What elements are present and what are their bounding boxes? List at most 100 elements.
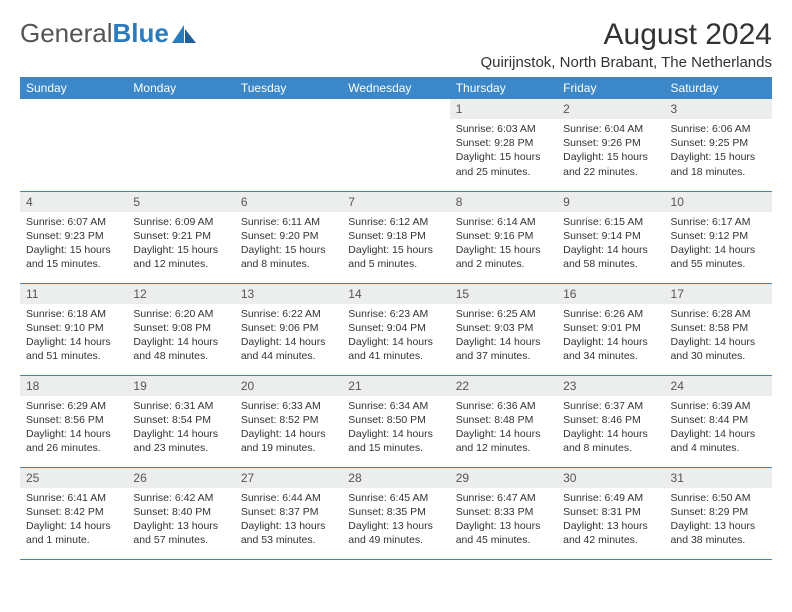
day-detail-line: Sunrise: 6:47 AM: [456, 491, 551, 505]
day-number: 21: [342, 376, 449, 396]
title-block: August 2024 Quirijnstok, North Brabant, …: [480, 18, 772, 71]
day-detail-line: Daylight: 15 hours and 12 minutes.: [133, 243, 228, 271]
brand-text: GeneralBlue: [20, 18, 169, 49]
day-header: Thursday: [450, 77, 557, 99]
day-detail-line: Sunrise: 6:45 AM: [348, 491, 443, 505]
day-details: Sunrise: 6:18 AMSunset: 9:10 PMDaylight:…: [20, 304, 127, 368]
calendar-cell: [20, 99, 127, 191]
day-header: Wednesday: [342, 77, 449, 99]
day-details: Sunrise: 6:37 AMSunset: 8:46 PMDaylight:…: [557, 396, 664, 460]
day-detail-line: Sunrise: 6:33 AM: [241, 399, 336, 413]
calendar-cell: 4Sunrise: 6:07 AMSunset: 9:23 PMDaylight…: [20, 191, 127, 283]
calendar-cell: 31Sunrise: 6:50 AMSunset: 8:29 PMDayligh…: [665, 467, 772, 559]
day-number: 17: [665, 284, 772, 304]
day-detail-line: Sunrise: 6:37 AM: [563, 399, 658, 413]
day-details: Sunrise: 6:33 AMSunset: 8:52 PMDaylight:…: [235, 396, 342, 460]
day-number: 12: [127, 284, 234, 304]
day-detail-line: Sunrise: 6:23 AM: [348, 307, 443, 321]
calendar-cell: 24Sunrise: 6:39 AMSunset: 8:44 PMDayligh…: [665, 375, 772, 467]
day-details: Sunrise: 6:49 AMSunset: 8:31 PMDaylight:…: [557, 488, 664, 552]
day-header: Tuesday: [235, 77, 342, 99]
day-detail-line: Sunrise: 6:14 AM: [456, 215, 551, 229]
day-detail-line: Sunrise: 6:15 AM: [563, 215, 658, 229]
day-detail-line: Daylight: 14 hours and 55 minutes.: [671, 243, 766, 271]
calendar-cell: 10Sunrise: 6:17 AMSunset: 9:12 PMDayligh…: [665, 191, 772, 283]
day-header: Friday: [557, 77, 664, 99]
calendar-cell: 25Sunrise: 6:41 AMSunset: 8:42 PMDayligh…: [20, 467, 127, 559]
day-detail-line: Daylight: 13 hours and 53 minutes.: [241, 519, 336, 547]
day-number: 8: [450, 192, 557, 212]
calendar-cell: [235, 99, 342, 191]
month-title: August 2024: [480, 18, 772, 52]
calendar-table: SundayMondayTuesdayWednesdayThursdayFrid…: [20, 77, 772, 560]
calendar-cell: 1Sunrise: 6:03 AMSunset: 9:28 PMDaylight…: [450, 99, 557, 191]
day-detail-line: Daylight: 14 hours and 37 minutes.: [456, 335, 551, 363]
day-detail-line: Sunset: 8:50 PM: [348, 413, 443, 427]
day-details: Sunrise: 6:36 AMSunset: 8:48 PMDaylight:…: [450, 396, 557, 460]
calendar-cell: 14Sunrise: 6:23 AMSunset: 9:04 PMDayligh…: [342, 283, 449, 375]
day-details: Sunrise: 6:17 AMSunset: 9:12 PMDaylight:…: [665, 212, 772, 276]
calendar-cell: 16Sunrise: 6:26 AMSunset: 9:01 PMDayligh…: [557, 283, 664, 375]
day-detail-line: Daylight: 14 hours and 58 minutes.: [563, 243, 658, 271]
day-details: Sunrise: 6:42 AMSunset: 8:40 PMDaylight:…: [127, 488, 234, 552]
day-number: 13: [235, 284, 342, 304]
day-detail-line: Daylight: 15 hours and 15 minutes.: [26, 243, 121, 271]
day-detail-line: Daylight: 14 hours and 8 minutes.: [563, 427, 658, 455]
calendar-cell: 28Sunrise: 6:45 AMSunset: 8:35 PMDayligh…: [342, 467, 449, 559]
day-detail-line: Sunset: 8:31 PM: [563, 505, 658, 519]
brand-logo: GeneralBlue: [20, 18, 197, 49]
day-details: Sunrise: 6:25 AMSunset: 9:03 PMDaylight:…: [450, 304, 557, 368]
day-detail-line: Daylight: 14 hours and 34 minutes.: [563, 335, 658, 363]
day-detail-line: Sunset: 8:48 PM: [456, 413, 551, 427]
day-number: 16: [557, 284, 664, 304]
day-number: 31: [665, 468, 772, 488]
day-detail-line: Sunrise: 6:06 AM: [671, 122, 766, 136]
day-detail-line: Sunset: 9:04 PM: [348, 321, 443, 335]
day-number: 3: [665, 99, 772, 119]
day-number: 20: [235, 376, 342, 396]
day-details: Sunrise: 6:31 AMSunset: 8:54 PMDaylight:…: [127, 396, 234, 460]
day-detail-line: Sunrise: 6:29 AM: [26, 399, 121, 413]
calendar-week: 11Sunrise: 6:18 AMSunset: 9:10 PMDayligh…: [20, 283, 772, 375]
day-detail-line: Sunset: 9:12 PM: [671, 229, 766, 243]
day-details: Sunrise: 6:09 AMSunset: 9:21 PMDaylight:…: [127, 212, 234, 276]
calendar-cell: 19Sunrise: 6:31 AMSunset: 8:54 PMDayligh…: [127, 375, 234, 467]
calendar-cell: 18Sunrise: 6:29 AMSunset: 8:56 PMDayligh…: [20, 375, 127, 467]
day-details: Sunrise: 6:23 AMSunset: 9:04 PMDaylight:…: [342, 304, 449, 368]
day-detail-line: Sunrise: 6:09 AM: [133, 215, 228, 229]
day-detail-line: Sunrise: 6:50 AM: [671, 491, 766, 505]
day-number: 9: [557, 192, 664, 212]
calendar-cell: 22Sunrise: 6:36 AMSunset: 8:48 PMDayligh…: [450, 375, 557, 467]
day-detail-line: Sunset: 8:37 PM: [241, 505, 336, 519]
day-header: Sunday: [20, 77, 127, 99]
day-details: Sunrise: 6:03 AMSunset: 9:28 PMDaylight:…: [450, 119, 557, 183]
day-detail-line: Sunset: 8:54 PM: [133, 413, 228, 427]
day-number: 19: [127, 376, 234, 396]
day-detail-line: Daylight: 15 hours and 18 minutes.: [671, 150, 766, 178]
calendar-cell: 13Sunrise: 6:22 AMSunset: 9:06 PMDayligh…: [235, 283, 342, 375]
day-details: Sunrise: 6:07 AMSunset: 9:23 PMDaylight:…: [20, 212, 127, 276]
day-detail-line: Sunset: 9:26 PM: [563, 136, 658, 150]
day-detail-line: Sunset: 9:21 PM: [133, 229, 228, 243]
day-details: Sunrise: 6:41 AMSunset: 8:42 PMDaylight:…: [20, 488, 127, 552]
calendar-cell: 26Sunrise: 6:42 AMSunset: 8:40 PMDayligh…: [127, 467, 234, 559]
day-number: 18: [20, 376, 127, 396]
calendar-cell: 5Sunrise: 6:09 AMSunset: 9:21 PMDaylight…: [127, 191, 234, 283]
day-detail-line: Daylight: 15 hours and 25 minutes.: [456, 150, 551, 178]
calendar-week: 1Sunrise: 6:03 AMSunset: 9:28 PMDaylight…: [20, 99, 772, 191]
day-details: Sunrise: 6:47 AMSunset: 8:33 PMDaylight:…: [450, 488, 557, 552]
day-number: 1: [450, 99, 557, 119]
location-text: Quirijnstok, North Brabant, The Netherla…: [480, 54, 772, 71]
calendar-cell: 20Sunrise: 6:33 AMSunset: 8:52 PMDayligh…: [235, 375, 342, 467]
day-detail-line: Daylight: 13 hours and 45 minutes.: [456, 519, 551, 547]
calendar-cell: [342, 99, 449, 191]
calendar-cell: 21Sunrise: 6:34 AMSunset: 8:50 PMDayligh…: [342, 375, 449, 467]
day-details: Sunrise: 6:12 AMSunset: 9:18 PMDaylight:…: [342, 212, 449, 276]
day-detail-line: Sunrise: 6:20 AM: [133, 307, 228, 321]
day-detail-line: Sunrise: 6:28 AM: [671, 307, 766, 321]
day-details: Sunrise: 6:06 AMSunset: 9:25 PMDaylight:…: [665, 119, 772, 183]
day-details: Sunrise: 6:15 AMSunset: 9:14 PMDaylight:…: [557, 212, 664, 276]
day-detail-line: Sunrise: 6:42 AM: [133, 491, 228, 505]
day-detail-line: Sunrise: 6:12 AM: [348, 215, 443, 229]
day-detail-line: Sunrise: 6:04 AM: [563, 122, 658, 136]
